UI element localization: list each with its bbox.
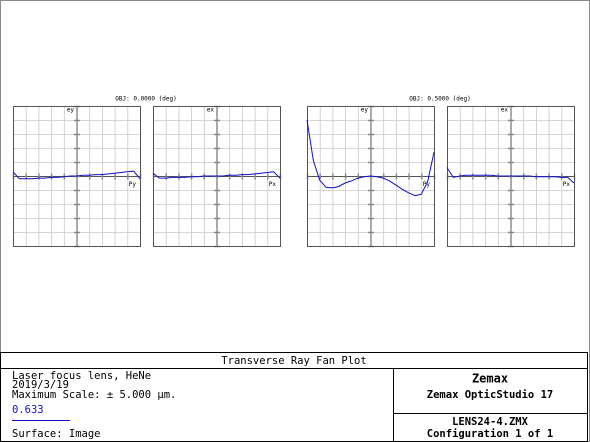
product: Zemax OpticStudio 17 — [427, 389, 553, 401]
x-axis-label: Px — [563, 181, 571, 188]
ray-fan-curve — [446, 167, 575, 184]
plot-frame — [153, 106, 281, 247]
surface: Surface: Image — [12, 428, 101, 440]
x-axis-label: Px — [269, 181, 277, 188]
y-axis-label: ex — [207, 107, 215, 114]
ray-fan-curve — [12, 170, 141, 180]
field-title: OBJ: 0.0000 (deg) — [115, 96, 176, 103]
plot-frame — [447, 106, 575, 247]
ray-fan-curve — [306, 119, 435, 197]
plot-frame — [307, 106, 435, 247]
field-title: OBJ: 0.5000 (deg) — [409, 96, 470, 103]
date: 2019/3/19 — [12, 379, 69, 391]
file: LENS24-4.ZMX — [452, 416, 529, 428]
y-axis-label: ex — [501, 107, 509, 114]
y-axis-label: ey — [361, 107, 369, 114]
company: Zemax — [472, 372, 508, 386]
x-axis-label: Py — [129, 181, 137, 188]
scale: Maximum Scale: ± 5.000 µm. — [12, 389, 176, 401]
wavelength: 0.633 — [12, 404, 44, 416]
plot-title: Transverse Ray Fan Plot — [221, 355, 366, 367]
lens-name: Laser focus lens, HeNe — [12, 370, 151, 382]
configuration: Configuration 1 of 1 — [427, 428, 553, 440]
plots: OBJ: 0.0000 (deg) ey Py ex Px OBJ: 0.5000 (de… — [12, 96, 576, 248]
ray-fan-curve — [152, 171, 281, 179]
y-axis-label: ey — [67, 107, 75, 114]
plot-frame — [13, 106, 141, 247]
